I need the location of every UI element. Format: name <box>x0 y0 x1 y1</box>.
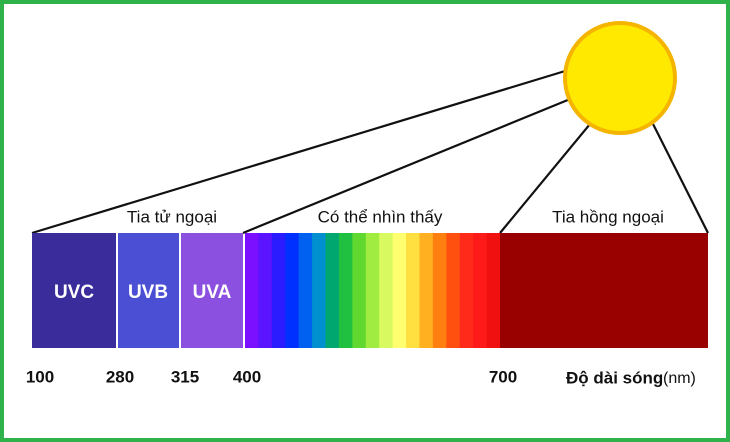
spectrum-stripe <box>379 233 394 348</box>
wavelength-label: 280 <box>106 367 134 386</box>
spectrum-stripe <box>406 233 420 348</box>
sun <box>563 21 677 135</box>
spectrum-stripe <box>432 233 447 348</box>
wavelength-label: 400 <box>233 367 261 386</box>
spectrum-stripe <box>325 233 340 348</box>
uvc-band <box>32 233 116 348</box>
segment-label: UVB <box>128 282 168 303</box>
wavelength-label: 100 <box>26 367 54 386</box>
spectrum-stripe <box>365 233 380 348</box>
rays <box>31 66 709 235</box>
ray <box>499 117 596 234</box>
wavelength-label: 700 <box>489 367 517 386</box>
spectrum-stripe <box>486 233 501 348</box>
region-label: Có thể nhìn thấy <box>318 207 443 226</box>
spectrum-stripe <box>258 233 273 348</box>
region-label: Tia hồng ngoại <box>552 207 664 226</box>
ray <box>242 93 581 235</box>
spectrum-stripe <box>459 233 474 348</box>
spectrum-stripe <box>285 233 300 348</box>
axis-unit: (nm) <box>663 370 696 387</box>
uva-band <box>181 233 243 348</box>
spectrum-stripe <box>271 233 286 348</box>
spectrum-stripe <box>338 233 353 348</box>
segment-label: UVA <box>193 282 232 303</box>
infrared-band <box>500 233 708 348</box>
wavelength-label: 315 <box>171 367 199 386</box>
ray <box>31 66 576 235</box>
ray <box>649 117 709 234</box>
spectrum-stripe <box>419 233 434 348</box>
spectrum-stripe <box>473 233 488 348</box>
segment-label: UVC <box>54 282 94 303</box>
uvb-band <box>118 233 179 348</box>
spectrum-stripe <box>392 233 407 348</box>
spectrum-stripe <box>312 233 327 348</box>
axis-label: Độ dài sóng <box>566 368 663 387</box>
spectrum-stripe <box>352 233 367 348</box>
region-label: Tia tử ngoại <box>127 207 217 226</box>
spectrum-stripe <box>245 233 259 348</box>
spectrum-stripe <box>446 233 461 348</box>
spectrum-stripe <box>298 233 313 348</box>
visible-spectrum <box>245 233 501 348</box>
